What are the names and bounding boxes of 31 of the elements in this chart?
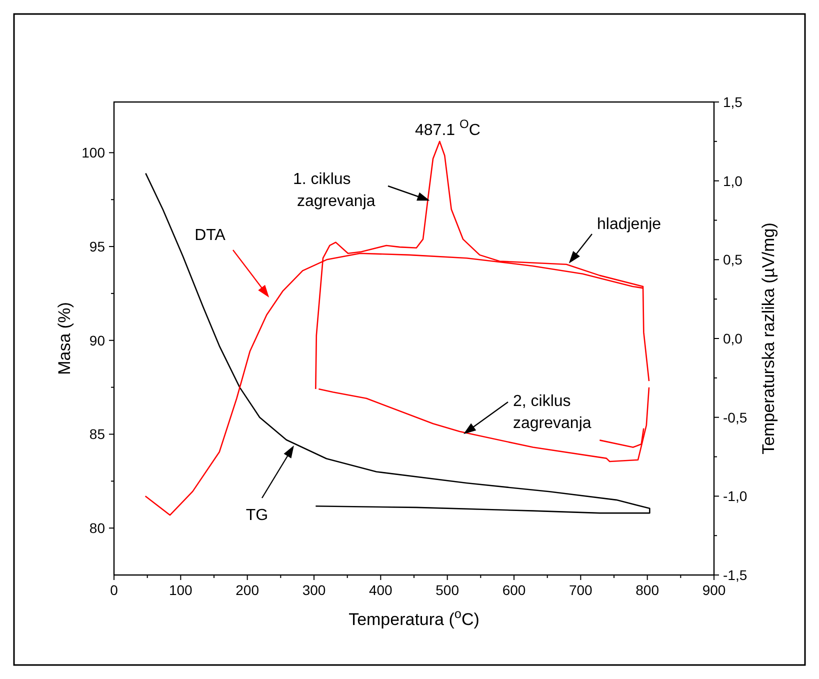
y-tick-label: 95 (89, 238, 106, 255)
x-tick-label: 300 (302, 582, 326, 598)
annotation: hladjenje (597, 216, 662, 233)
annotation: 2, ciklus zagrevanja (513, 393, 592, 432)
y-tick-label: 100 (82, 144, 106, 161)
text: TG (246, 507, 268, 524)
x-tick-label: 800 (636, 582, 660, 598)
x-tick-label: 600 (502, 582, 526, 598)
y-tick-label: 80 (89, 520, 106, 536)
x-tick-label: 200 (236, 582, 260, 598)
x-tick-label: 400 (368, 582, 393, 598)
annotation: 487.1 $^{O}$C (415, 117, 480, 139)
y2-tick-label: 1,5 (723, 94, 743, 110)
x-tick-label: 500 (436, 582, 460, 598)
x-tick-label: 700 (568, 582, 593, 598)
text: DTA (194, 227, 226, 244)
y-tick-label: 85 (89, 426, 106, 442)
y-tick-label: 90 (89, 332, 106, 348)
x-axis-title: Temperatura ($^{o}$C) (348, 606, 480, 629)
y2-tick-label: 0,0 (723, 330, 743, 346)
y-axis-title: Masa (%) (55, 302, 74, 375)
x-tick-label: 100 (168, 582, 193, 598)
x-tick-label: 900 (702, 582, 726, 598)
y2-tick-label: -1,0 (723, 488, 748, 504)
x-tick-label: 0 (110, 582, 118, 598)
y2-tick-label: 1,0 (723, 172, 743, 189)
y2-tick-label: 0,5 (723, 252, 743, 268)
y2-axis-title: Temperaturska razlika (µV/mg) (759, 222, 778, 454)
y2-tick-label: -1,5 (723, 567, 748, 583)
y2-tick-label: -0,5 (723, 409, 748, 426)
annotation: 1. ciklus zagrevanja (293, 171, 376, 210)
